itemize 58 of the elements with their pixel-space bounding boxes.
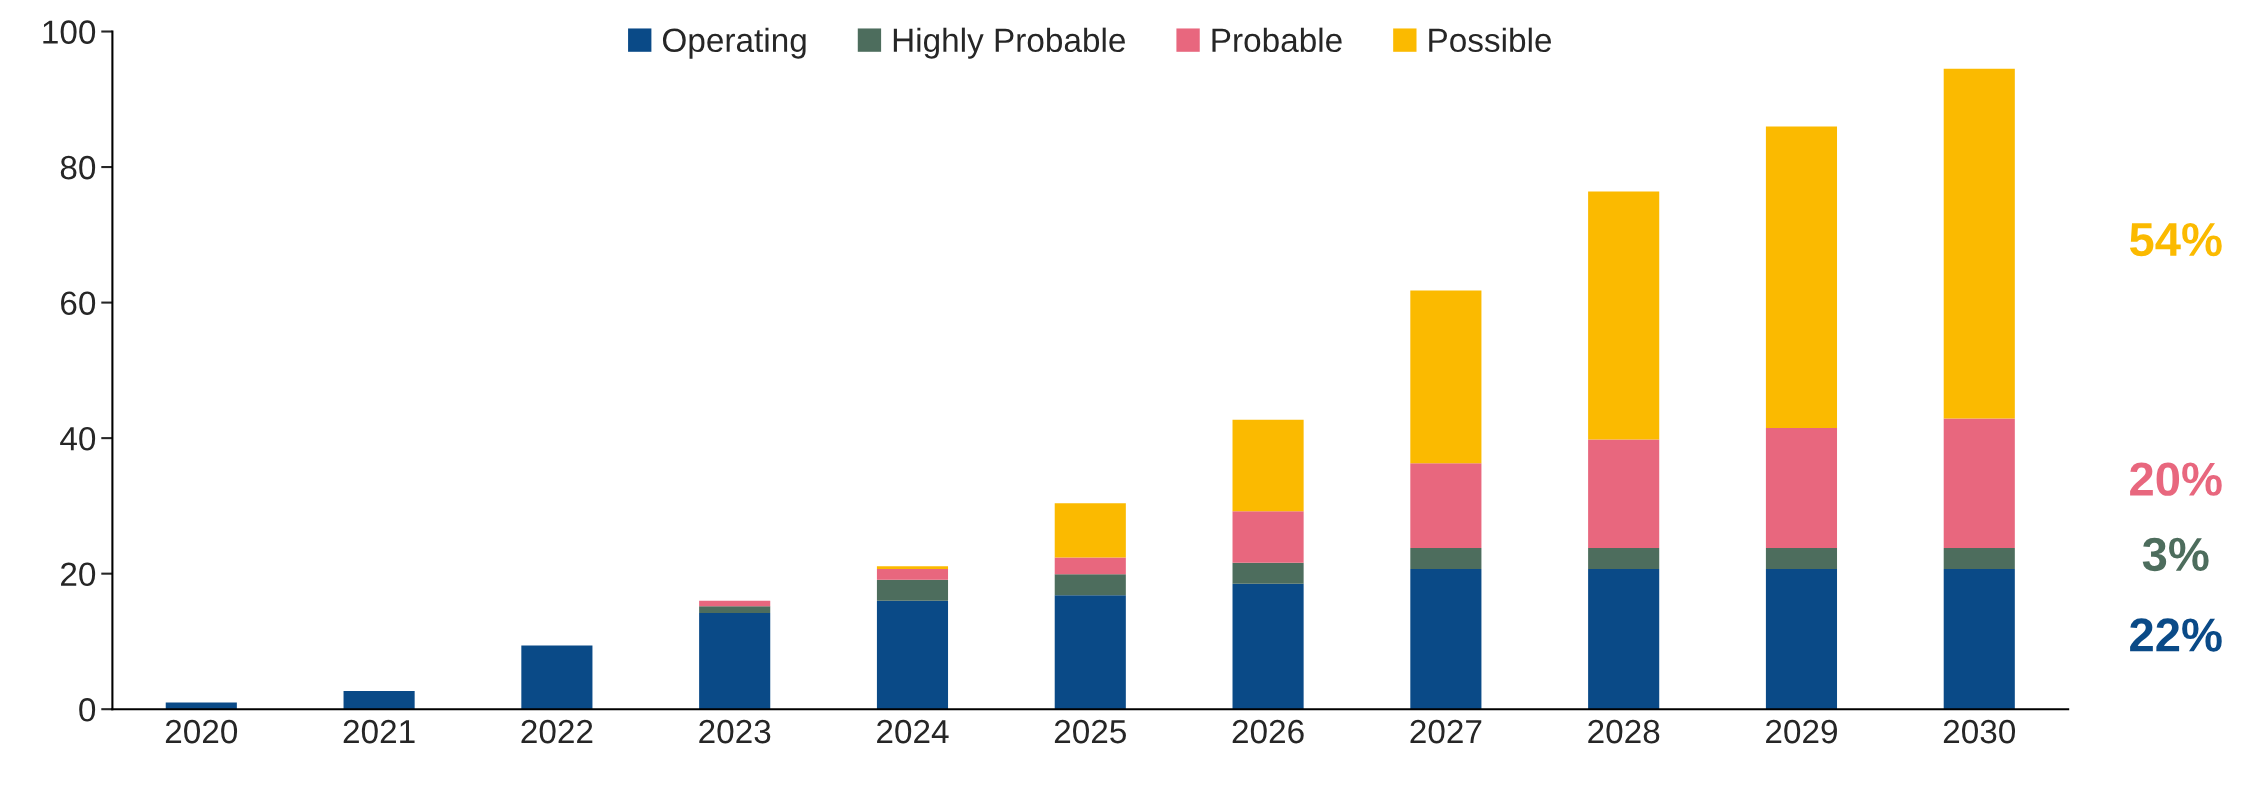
- bar: [1765, 547, 1838, 569]
- bar: [876, 600, 949, 710]
- legend-label: Possible: [1429, 27, 1552, 53]
- legend-label: Probable: [1212, 27, 1342, 53]
- bar: [1943, 568, 2015, 710]
- bar: [343, 690, 415, 710]
- bar: [1410, 290, 1482, 464]
- bar: [521, 645, 593, 710]
- y-tick-label: 0: [79, 698, 96, 722]
- y-tick-label: 80: [60, 155, 96, 180]
- y-tick-label: 60: [61, 291, 96, 315]
- bar: [1588, 547, 1660, 569]
- bar: [1054, 503, 1126, 558]
- bar: [1232, 511, 1304, 563]
- bar: [1588, 191, 1660, 440]
- bar: [699, 600, 771, 607]
- bar: [1054, 595, 1126, 710]
- x-tick-label: 2021: [343, 719, 415, 744]
- bar: [1232, 562, 1304, 584]
- text: 22%: [2130, 618, 2222, 652]
- bar: [1943, 547, 2015, 569]
- legend-label: Operating: [662, 27, 806, 59]
- bar: [1765, 427, 1838, 548]
- bar: [1588, 568, 1660, 710]
- bar: [1232, 419, 1304, 512]
- x-tick-label: 2027: [1410, 719, 1482, 744]
- legend-label: Highly Probable: [893, 27, 1125, 59]
- bar: [1232, 583, 1304, 710]
- x-tick-label: 2026: [1232, 719, 1304, 744]
- y-tick-label: 100: [43, 20, 96, 44]
- x-tick-label: 2025: [1054, 719, 1126, 744]
- text: 3%: [2142, 537, 2209, 572]
- x-tick-label: 2022: [521, 719, 593, 744]
- y-tick-label: 40: [60, 426, 96, 451]
- bar: [1054, 574, 1126, 596]
- bar: [876, 566, 949, 569]
- bar: [1410, 568, 1482, 710]
- y-tick-label: 20: [61, 562, 96, 587]
- bar: [699, 612, 771, 710]
- bar: [876, 568, 949, 580]
- bar: [699, 606, 771, 613]
- x-tick-label: 2029: [1766, 719, 1837, 744]
- bar: [1943, 418, 2015, 548]
- x-tick-label: 2024: [877, 719, 949, 744]
- bar: [1410, 547, 1482, 569]
- x-tick-label: 2028: [1588, 719, 1660, 744]
- x-tick-label: 2023: [699, 719, 771, 744]
- x-tick-label: 2020: [165, 719, 238, 744]
- x-tick-label: 2030: [1943, 719, 2016, 744]
- bar: [1410, 463, 1482, 548]
- bar: [1765, 568, 1838, 710]
- text: 20%: [2130, 462, 2222, 496]
- bar: [876, 579, 949, 601]
- text: 54%: [2129, 222, 2222, 257]
- bar: [1588, 439, 1660, 548]
- bar: [1765, 126, 1838, 428]
- bar: [1054, 557, 1126, 575]
- bar: [1943, 68, 2015, 419]
